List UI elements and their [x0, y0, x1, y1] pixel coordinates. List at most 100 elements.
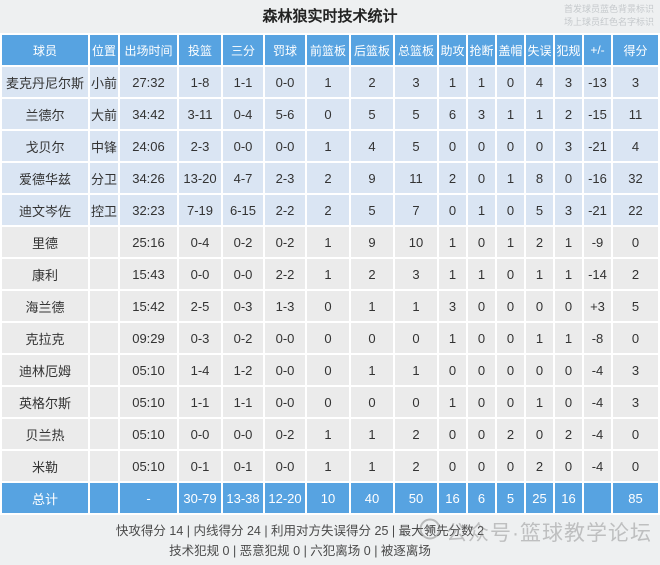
stat-cell: 0: [468, 451, 495, 481]
stat-cell: 1: [526, 99, 553, 129]
stat-cell: 3: [395, 67, 437, 97]
col-header-plusminus: +/-: [584, 35, 611, 65]
player-row: 迪林厄姆 05:10 1-4 1-2 0-0 0 1 1 0 0 0 0 0 -4 3: [2, 355, 658, 385]
stat-cell: 2-2: [265, 195, 305, 225]
stat-cell: 6: [439, 99, 466, 129]
stat-cell: 0-0: [179, 419, 221, 449]
stat-cell: 2: [395, 451, 437, 481]
stat-cell: 5: [395, 99, 437, 129]
legend-note: 首发球员蓝色背景标识 场上球员红色名字标识: [564, 3, 654, 29]
col-header-oreb: 前篮板: [307, 35, 349, 65]
total-row: 总计 -30-79 13-38 12-20 10 40 50 16 6 5 25 16 85: [2, 483, 658, 513]
stat-cell: 05:10: [120, 387, 177, 417]
stat-cell: 6: [468, 483, 495, 513]
stat-cell: 1-2: [223, 355, 263, 385]
stat-cell: 1: [307, 131, 349, 161]
stat-cell: 1-3: [265, 291, 305, 321]
stat-cell: 1: [395, 291, 437, 321]
stat-cell: 1: [351, 451, 393, 481]
stat-cell: 0-2: [265, 227, 305, 257]
summary-line-scoring: 快攻得分 14 | 内线得分 24 | 利用对方失误得分 25 | 最大领先分数…: [115, 524, 485, 538]
stat-cell: 0: [613, 419, 658, 449]
stat-cell: 1: [497, 99, 524, 129]
stat-cell: 0-3: [179, 323, 221, 353]
stat-cell: 0: [307, 355, 349, 385]
stat-cell: 1: [395, 355, 437, 385]
col-header-dreb: 后篮板: [351, 35, 393, 65]
stat-cell: 6-15: [223, 195, 263, 225]
page-title: 森林狼实时技术统计: [262, 8, 398, 25]
stat-cell: 0: [555, 451, 582, 481]
player-row: 海兰德 15:42 2-5 0-3 1-3 0 1 1 3 0 0 0 0 +3 5: [2, 291, 658, 321]
stat-cell: 12-20: [265, 483, 305, 513]
stat-cell: 27:32: [120, 67, 177, 97]
stat-cell: 0-0: [265, 387, 305, 417]
stat-cell: 0-4: [179, 227, 221, 257]
stat-cell: 15:42: [120, 291, 177, 321]
stat-cell: [90, 227, 118, 257]
stat-cell: 4: [526, 67, 553, 97]
player-row: 麦克丹尼尔斯 小前 27:32 1-8 1-1 0-0 1 2 3 1 1 0 4 3 -13 3: [2, 67, 658, 97]
stat-cell: 25:16: [120, 227, 177, 257]
col-header-pts: 得分: [613, 35, 658, 65]
player-name-cell: 麦克丹尼尔斯: [2, 67, 88, 97]
col-header-ft: 罚球: [265, 35, 305, 65]
stat-cell: 3-11: [179, 99, 221, 129]
col-header-tov: 失误: [526, 35, 553, 65]
stat-cell: 0: [497, 67, 524, 97]
stat-cell: 2: [307, 163, 349, 193]
stat-cell: 3: [613, 67, 658, 97]
stat-cell: 1: [468, 67, 495, 97]
stat-cell: 1: [439, 67, 466, 97]
stat-cell: 1: [526, 323, 553, 353]
stat-cell: 1: [307, 67, 349, 97]
player-name-cell: 贝兰热: [2, 419, 88, 449]
stat-cell: -4: [584, 419, 611, 449]
stat-cell: -13: [584, 67, 611, 97]
stat-cell: [90, 323, 118, 353]
stat-cell: 2: [439, 163, 466, 193]
stat-cell: 小前: [90, 67, 118, 97]
stat-cell: 1: [497, 163, 524, 193]
col-header-stl: 抢断: [468, 35, 495, 65]
player-name-cell: 英格尔斯: [2, 387, 88, 417]
stat-cell: 0: [497, 355, 524, 385]
player-name-cell: 迪林厄姆: [2, 355, 88, 385]
player-row: 贝兰热 05:10 0-0 0-0 0-2 1 1 2 0 0 2 0 2 -4 0: [2, 419, 658, 449]
stat-cell: 40: [351, 483, 393, 513]
stat-cell: 3: [395, 259, 437, 289]
stat-cell: 16: [555, 483, 582, 513]
stat-cell: 0: [497, 195, 524, 225]
stat-cell: +3: [584, 291, 611, 321]
stat-cell: 2: [351, 259, 393, 289]
stat-cell: 5: [351, 99, 393, 129]
stat-cell: -16: [584, 163, 611, 193]
stat-cell: 1: [351, 291, 393, 321]
stat-cell: 32: [613, 163, 658, 193]
stat-cell: 0: [468, 355, 495, 385]
stat-cell: 1-4: [179, 355, 221, 385]
stat-cell: 2-5: [179, 291, 221, 321]
stat-cell: 7-19: [179, 195, 221, 225]
stat-cell: 2: [526, 227, 553, 257]
stat-cell: 0: [526, 131, 553, 161]
stat-cell: 0: [613, 227, 658, 257]
stat-cell: 1: [439, 323, 466, 353]
stat-cell: 中锋: [90, 131, 118, 161]
stat-cell: 1: [526, 387, 553, 417]
stat-cell: 1: [351, 419, 393, 449]
stat-cell: [90, 259, 118, 289]
stat-cell: 1: [555, 227, 582, 257]
col-header-ast: 助攻: [439, 35, 466, 65]
stat-cell: [90, 355, 118, 385]
stat-cell: 0: [613, 451, 658, 481]
stat-cell: 0: [468, 387, 495, 417]
stat-cell: 0: [395, 323, 437, 353]
stat-cell: 0: [555, 291, 582, 321]
stat-cell: 5: [526, 195, 553, 225]
stat-cell: 05:10: [120, 355, 177, 385]
stat-cell: 1: [468, 259, 495, 289]
stat-cell: 0-0: [265, 323, 305, 353]
stat-cell: 0-0: [223, 259, 263, 289]
